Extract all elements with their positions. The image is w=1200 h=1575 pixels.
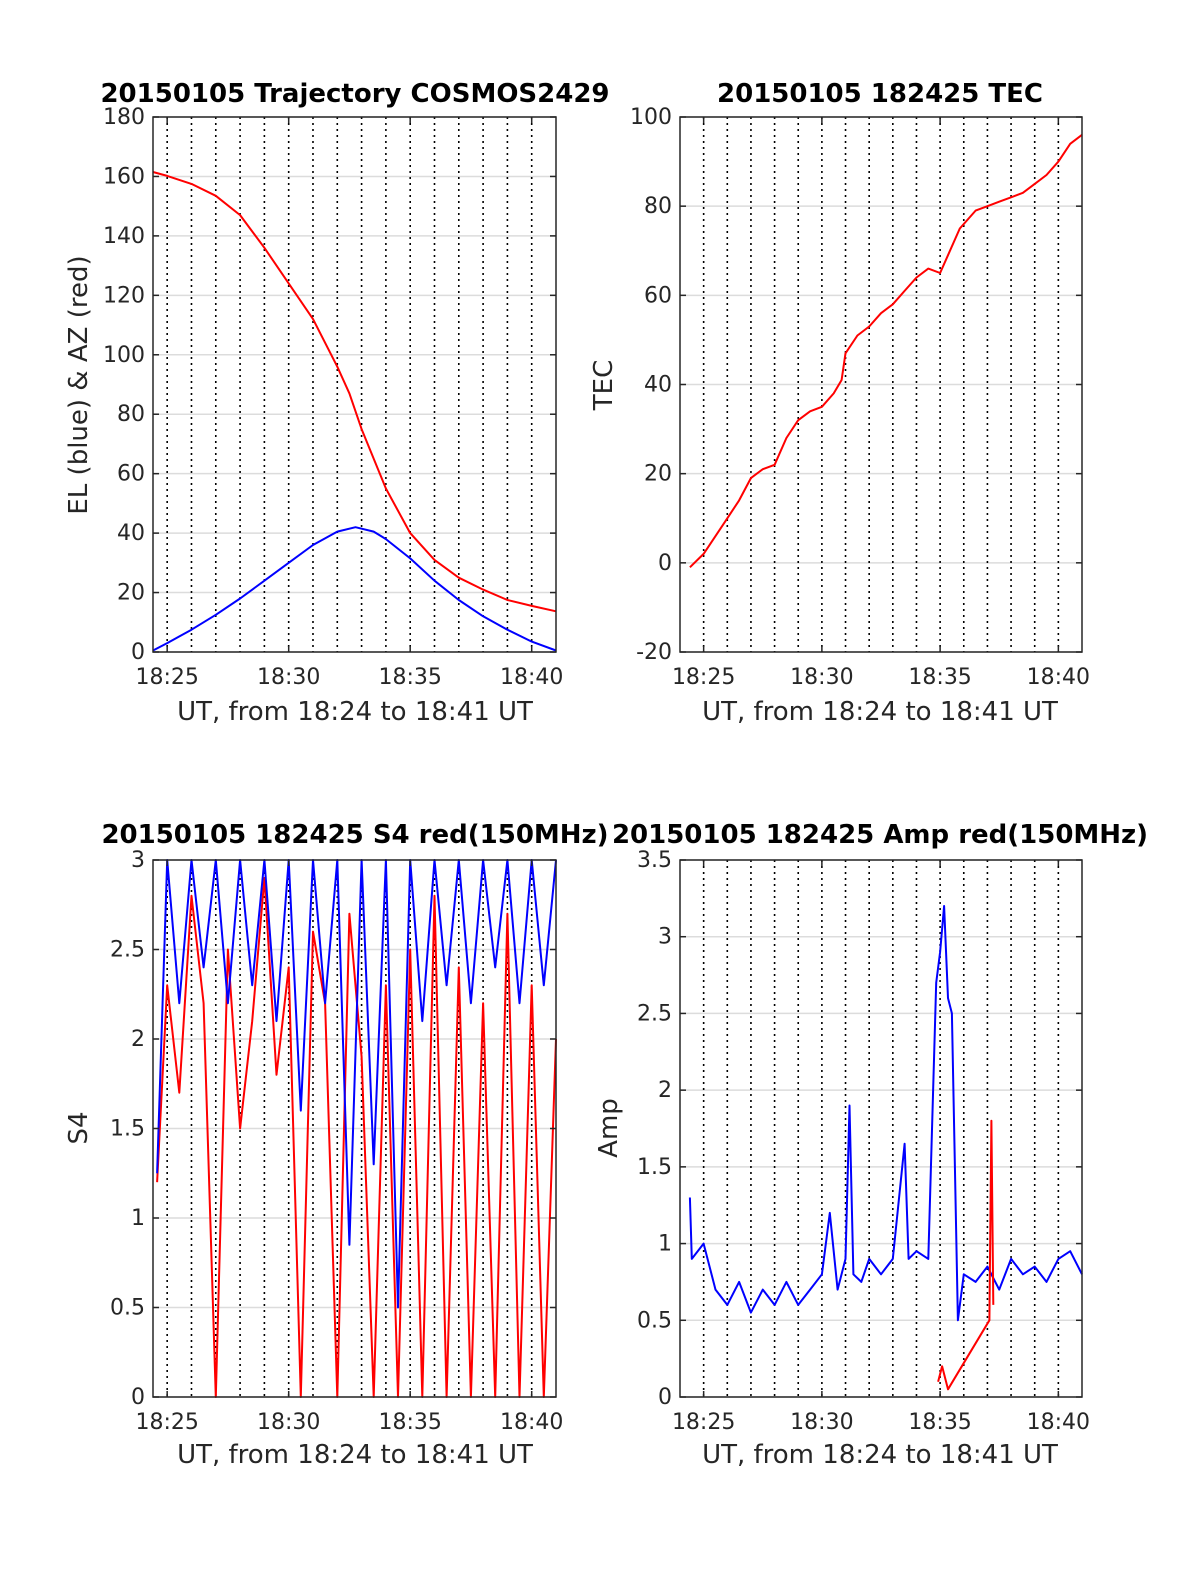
panel-s4: 20150105 182425 S4 red(150MHz) S4 UT, fr… (64, 820, 609, 1470)
amp-ytick-label: 1.5 (637, 1155, 672, 1180)
s4-ytick-label: 2 (131, 1027, 145, 1052)
panel-trajectory: 20150105 Trajectory COSMOS2429 EL (blue)… (64, 79, 610, 727)
tec-ytick-label: 20 (644, 462, 672, 487)
panel-tec: 20150105 182425 TEC TEC UT, from 18:24 t… (589, 79, 1090, 727)
trajectory-plot-area: 0 20 40 60 80 100 120 140 160 180 18:25 18:30 18:35 1… (103, 105, 563, 690)
trajectory-xtick-label: 18:40 (500, 665, 563, 690)
s4-ytick-label: 0.5 (110, 1296, 145, 1321)
panel-amp: 20150105 182425 Amp red(150MHz) Amp UT, … (594, 820, 1148, 1470)
s4-series-2-line (156, 859, 557, 1309)
trajectory-title: 20150105 Trajectory COSMOS2429 (100, 79, 609, 109)
tec-xtick-label: 18:35 (908, 665, 971, 690)
amp-xtick-label: 18:40 (1027, 1410, 1090, 1435)
amp-ytick-label: 0.5 (637, 1308, 672, 1333)
tec-ytick-label: -20 (636, 640, 672, 665)
s4-plot-area: 0 0.5 1 1.5 2 2.5 3 18:25 18:30 18:35 18:40 (110, 848, 563, 1435)
trajectory-ytick-label: 140 (103, 224, 145, 249)
amp-xlabel: UT, from 18:24 to 18:41 UT (702, 1440, 1058, 1470)
s4-xtick-label: 18:25 (135, 1410, 198, 1435)
amp-ytick-label: 2 (658, 1078, 672, 1103)
trajectory-xtick-label: 18:30 (257, 665, 320, 690)
trajectory-ylabel: EL (blue) & AZ (red) (64, 255, 94, 514)
tec-ytick-label: 100 (630, 105, 672, 130)
amp-title: 20150105 182425 Amp red(150MHz) (612, 820, 1148, 850)
s4-title: 20150105 182425 S4 red(150MHz) (101, 820, 608, 850)
tec-ylabel: TEC (589, 360, 619, 411)
tec-xlabel: UT, from 18:24 to 18:41 UT (702, 697, 1058, 727)
amp-series-2-line (937, 1119, 995, 1391)
tec-ytick-label: 40 (644, 373, 672, 398)
amp-plot-area: 0 0.5 1 1.5 2 2.5 3 3.5 18:25 18:30 18:35 18:40 (637, 848, 1090, 1435)
s4-ylabel: S4 (64, 1111, 94, 1144)
amp-ylabel: Amp (594, 1098, 624, 1158)
trajectory-ytick-label: 0 (131, 640, 145, 665)
amp-ytick-label: 3 (658, 925, 672, 950)
amp-axes-frame (679, 859, 1083, 1398)
amp-series-1-line (688, 905, 1083, 1322)
s4-xtick-label: 18:40 (500, 1410, 563, 1435)
amp-ytick-label: 3.5 (637, 848, 672, 873)
tec-ytick-label: 60 (644, 283, 672, 308)
s4-xtick-label: 18:35 (378, 1410, 441, 1435)
s4-ytick-label: 3 (131, 848, 145, 873)
trajectory-xlabel: UT, from 18:24 to 18:41 UT (177, 697, 533, 727)
tec-xtick-label: 18:30 (790, 665, 853, 690)
s4-xtick-label: 18:30 (257, 1410, 320, 1435)
s4-ytick-label: 0 (131, 1385, 145, 1410)
tec-ytick-label: 0 (658, 551, 672, 576)
trajectory-ytick-label: 40 (117, 521, 145, 546)
tec-xtick-label: 18:40 (1027, 665, 1090, 690)
trajectory-ytick-label: 100 (103, 343, 145, 368)
tec-series-1-line (689, 134, 1083, 569)
tec-xtick-label: 18:25 (672, 665, 735, 690)
amp-xtick-label: 18:35 (908, 1410, 971, 1435)
s4-ytick-label: 2.5 (110, 938, 145, 963)
s4-series-1-line (156, 876, 557, 1398)
tec-plot-area: -20 0 20 40 60 80 100 18:25 18:30 18:35 18:40 (630, 105, 1090, 690)
trajectory-ytick-label: 160 (103, 164, 145, 189)
amp-xtick-label: 18:25 (672, 1410, 735, 1435)
trajectory-ytick-label: 60 (117, 462, 145, 487)
trajectory-ytick-label: 120 (103, 283, 145, 308)
trajectory-series-2-line (152, 526, 557, 652)
trajectory-ytick-label: 180 (103, 105, 145, 130)
tec-ytick-label: 80 (644, 194, 672, 219)
tec-title: 20150105 182425 TEC (717, 79, 1043, 109)
trajectory-xtick-label: 18:35 (378, 665, 441, 690)
amp-ytick-label: 1 (658, 1232, 672, 1257)
s4-ytick-label: 1.5 (110, 1117, 145, 1142)
trajectory-series-1-line (152, 171, 557, 613)
amp-ytick-label: 2.5 (637, 1001, 672, 1026)
trajectory-ytick-label: 20 (117, 581, 145, 606)
amp-ytick-label: 0 (658, 1385, 672, 1410)
amp-xtick-label: 18:30 (790, 1410, 853, 1435)
s4-ytick-label: 1 (131, 1206, 145, 1231)
s4-xlabel: UT, from 18:24 to 18:41 UT (177, 1440, 533, 1470)
trajectory-axes-frame (152, 116, 557, 653)
trajectory-xtick-label: 18:25 (135, 665, 198, 690)
trajectory-ytick-label: 80 (117, 402, 145, 427)
